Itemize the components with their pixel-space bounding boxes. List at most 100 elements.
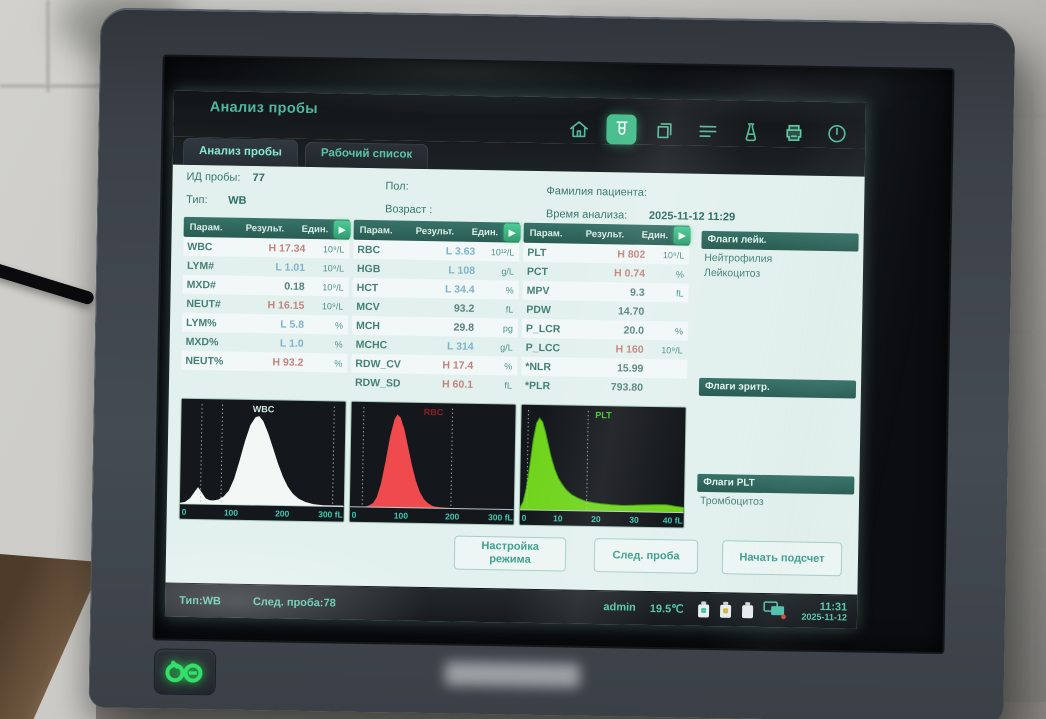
age-label: Возраст : bbox=[384, 203, 433, 217]
param-unit: 10⁹/L bbox=[321, 300, 344, 312]
param-name: MCH bbox=[355, 319, 381, 332]
tile-grout bbox=[1006, 330, 1046, 334]
param-name: *NLR bbox=[525, 360, 552, 373]
param-unit: % bbox=[674, 325, 684, 337]
param-unit: 10⁹/L bbox=[322, 281, 344, 293]
param-unit: 10⁹/L bbox=[662, 249, 685, 261]
main-content: ИД пробы: 77 Тип: WB Пол: Возраст : Фами… bbox=[166, 165, 865, 595]
column-header: Результ. bbox=[245, 222, 285, 235]
result-table-2: Парам. Результ. Един. ▶ PLT H 802 10⁹/L PCT H 0.… bbox=[521, 222, 691, 398]
expand-arrow-icon[interactable]: ▶ bbox=[673, 226, 691, 245]
param-unit: g/L bbox=[500, 341, 513, 353]
param-value: H 802 bbox=[617, 247, 646, 261]
worklist-icon[interactable] bbox=[692, 116, 723, 147]
param-value: 20.0 bbox=[623, 323, 645, 337]
tile-grout bbox=[46, 0, 50, 92]
param-value: 793.80 bbox=[610, 380, 644, 394]
param-value: L 3.63 bbox=[445, 244, 476, 258]
column-header: Результ. bbox=[585, 228, 625, 240]
chart-title: WBC bbox=[253, 404, 275, 414]
param-value: H 160 bbox=[615, 342, 644, 356]
result-table-1: Парам. Результ. Един. ▶ RBC L 3.63 10¹²/L HGB L … bbox=[351, 219, 521, 395]
param-value: H 60.1 bbox=[441, 377, 474, 391]
param-name: PLT bbox=[527, 246, 547, 259]
home-icon[interactable] bbox=[563, 113, 594, 144]
param-value: H 93.2 bbox=[272, 355, 304, 369]
param-unit: % bbox=[334, 338, 343, 350]
table-header: Парам. Результ. Един. ▶ bbox=[183, 216, 351, 240]
param-value: L 1.01 bbox=[275, 260, 306, 274]
table-header: Парам. Результ. Един. ▶ bbox=[523, 222, 691, 246]
page-title: Анализ пробы bbox=[209, 99, 319, 118]
reagent-bottle-2-icon bbox=[719, 601, 732, 618]
start-count-button[interactable]: Начать подсчет bbox=[721, 540, 843, 577]
param-value: L 314 bbox=[446, 339, 474, 353]
sample-id-label: ИД пробы: bbox=[186, 170, 241, 184]
tile-grout bbox=[1030, 92, 1034, 719]
param-name: RDW_CV bbox=[355, 357, 401, 371]
analyzer-ui: Анализ пробы Анализ пробы Рабочий список … bbox=[164, 90, 866, 629]
sample-analysis-icon[interactable] bbox=[606, 114, 637, 145]
lan-status-icon bbox=[763, 601, 787, 620]
review-icon[interactable] bbox=[649, 115, 680, 146]
param-name: LYM# bbox=[186, 259, 215, 272]
param-name: NEUT# bbox=[186, 297, 221, 310]
param-unit: % bbox=[504, 360, 513, 372]
tab-sample-analysis[interactable]: Анализ пробы bbox=[182, 137, 299, 167]
flag-section-title: Флаги лейк. bbox=[701, 230, 859, 252]
param-name: PDW bbox=[526, 303, 551, 316]
tile-grout bbox=[0, 84, 110, 88]
flag-section-2: Флаги PLT Тромбоцитоз bbox=[697, 473, 855, 510]
analysis-time-label: Время анализа: bbox=[545, 208, 628, 222]
flag-item: Тромбоцитоз bbox=[699, 494, 764, 508]
power-button[interactable] bbox=[153, 648, 217, 696]
param-name: HCT bbox=[356, 281, 379, 294]
histogram-wbc: 0 100 200 300 fL WBC bbox=[178, 397, 347, 523]
sample-type-label: Тип: bbox=[186, 193, 208, 207]
title-bar: Анализ пробы bbox=[173, 90, 866, 149]
reagent-icon[interactable] bbox=[735, 116, 766, 147]
table-row: NEUT% H 93.2% bbox=[181, 350, 348, 373]
print-icon[interactable] bbox=[778, 117, 809, 148]
toolbar bbox=[563, 113, 851, 148]
param-name: MCV bbox=[356, 300, 380, 313]
next-sample-button[interactable]: След. проба bbox=[593, 538, 699, 574]
param-name: *PLR bbox=[524, 379, 551, 392]
cable bbox=[0, 262, 96, 306]
param-value: H 16.15 bbox=[267, 298, 305, 312]
mode-settings-button[interactable]: Настройка режима bbox=[453, 535, 567, 572]
param-unit: % bbox=[675, 268, 685, 280]
status-right: admin 19.5℃ 11:31 2025-11-12 bbox=[603, 597, 857, 623]
axis-tick-label: 200 bbox=[445, 511, 460, 521]
shutdown-icon[interactable] bbox=[821, 118, 852, 149]
axis-tick-label: 100 bbox=[394, 511, 409, 521]
param-name: MCHC bbox=[355, 338, 388, 351]
tab-worklist[interactable]: Рабочий список bbox=[304, 141, 429, 170]
param-name: HGB bbox=[356, 262, 381, 275]
param-unit bbox=[643, 387, 687, 388]
sample-info: ИД пробы: 77 Тип: WB Пол: Возраст : Фами… bbox=[186, 167, 851, 227]
tile-grout bbox=[1004, 548, 1046, 552]
param-unit: 10⁹/L bbox=[661, 344, 683, 356]
expand-arrow-icon[interactable]: ▶ bbox=[503, 223, 521, 242]
param-value: H 0.74 bbox=[613, 266, 646, 280]
histograms: 0 100 200 300 fL WBC 0 100 200 300 fL RBC 0 10 20 30 4… bbox=[178, 397, 687, 529]
param-unit: 10⁹/L bbox=[322, 262, 345, 274]
param-value: L 1.0 bbox=[279, 336, 304, 350]
flag-section-title: Флаги PLT bbox=[697, 473, 855, 495]
table-header: Парам. Результ. Един. ▶ bbox=[353, 219, 521, 243]
status-temperature: 19.5℃ bbox=[649, 602, 684, 616]
expand-arrow-icon[interactable]: ▶ bbox=[333, 220, 351, 239]
param-unit: fL bbox=[504, 379, 513, 391]
param-value: 93.2 bbox=[453, 302, 475, 315]
status-user: admin bbox=[603, 601, 636, 615]
param-name: LYM% bbox=[185, 316, 217, 329]
param-value: L 34.4 bbox=[444, 282, 475, 296]
axis-tick-label: 100 bbox=[224, 508, 239, 518]
status-left: Тип:WB След. проба:78 bbox=[165, 594, 336, 609]
param-value: 0.18 bbox=[284, 280, 305, 293]
param-name: RBC bbox=[357, 243, 381, 256]
column-header: Парам. bbox=[529, 227, 563, 239]
analyzer-device: Анализ пробы Анализ пробы Рабочий список … bbox=[88, 7, 1016, 719]
param-unit: fL bbox=[676, 287, 684, 299]
